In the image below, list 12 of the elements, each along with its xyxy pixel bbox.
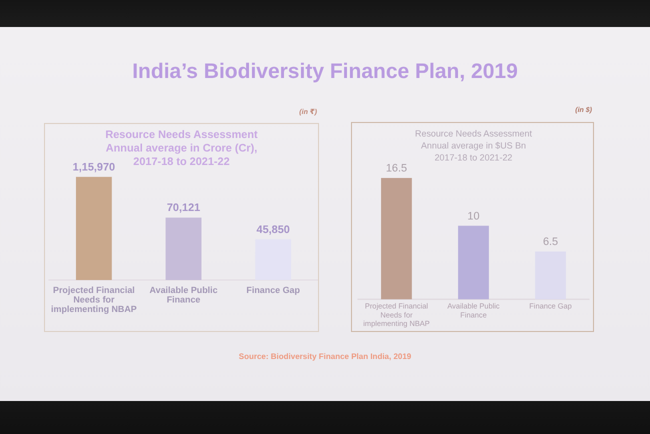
data-label: 16.5	[386, 162, 408, 175]
chart-subtitle: Resource Needs Assessment Annual average in $US Bn 2017-18 to 2021-22	[415, 128, 532, 162]
source-note: Source: Biodiversity Finance Plan India, 2019	[238, 352, 412, 361]
data-label: 70,121	[166, 202, 200, 214]
data-label: 10	[467, 210, 480, 222]
data-label: 45,850	[256, 224, 290, 236]
data-label: 6.5	[542, 236, 558, 248]
x-tick-label: Projected Financial Needs for implementing NBAP	[51, 285, 137, 314]
x-tick-label: Available Public Finance	[150, 285, 218, 305]
data-label: 1,15,970	[72, 161, 116, 174]
x-tick-label: Finance Gap	[246, 285, 300, 296]
chart-title: India’s Biodiversity Finance Plan, 2019	[132, 60, 518, 83]
